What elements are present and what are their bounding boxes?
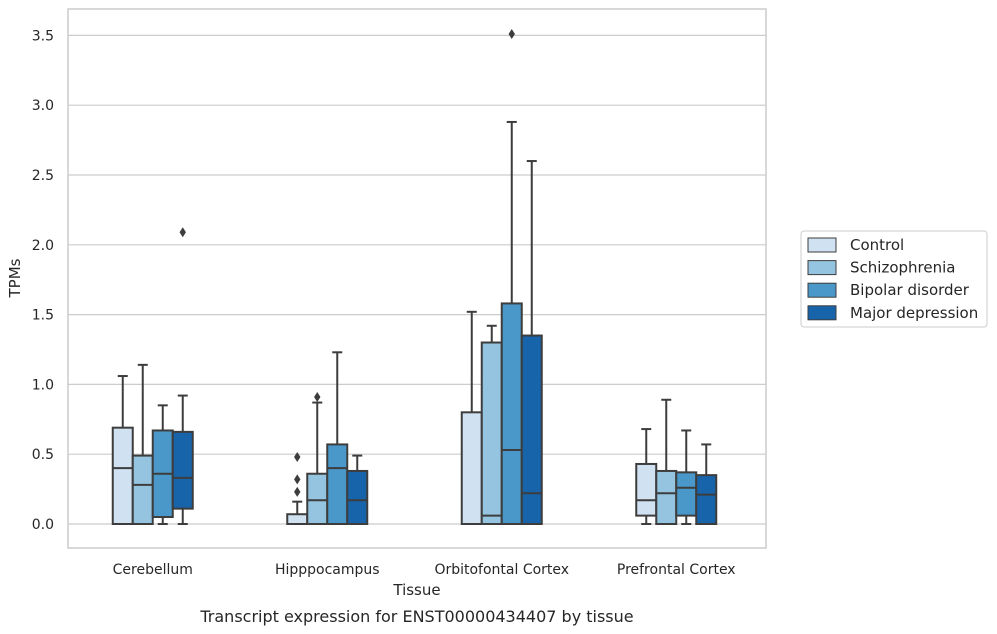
legend-swatch (807, 237, 837, 253)
x-axis-ticks: Cerebellum Hipppocampus Orbitofontal Corte… (113, 562, 736, 578)
y-tick-label: 0.0 (32, 517, 54, 533)
y-tick-label: 3.0 (32, 98, 54, 114)
box-major-depression (171, 430, 194, 510)
box-schizophrenia (306, 472, 329, 525)
box-group (286, 351, 369, 526)
box-control (460, 411, 483, 526)
box-schizophrenia (655, 469, 678, 525)
box-control (635, 462, 658, 517)
plot-area-frame (67, 8, 767, 549)
legend-frame (800, 230, 988, 328)
legend-swatch (807, 305, 837, 321)
box-schizophrenia (480, 341, 503, 525)
legend-label: Control (850, 236, 904, 254)
legend-label: Bipolar disorder (850, 281, 970, 299)
box-groups (111, 29, 718, 526)
x-tick-label: Cerebellum (113, 562, 193, 578)
y-tick-label: 2.5 (32, 168, 54, 184)
legend-label: Schizophrenia (850, 259, 955, 277)
box-schizophrenia (131, 454, 154, 526)
y-tick-label: 3.5 (32, 28, 54, 44)
outlier-point (314, 391, 321, 402)
x-axis-label: Tissue (392, 581, 440, 599)
y-tick-label: 0.5 (32, 447, 54, 463)
legend-swatch (807, 260, 837, 276)
box-group (111, 227, 194, 526)
y-axis-ticks: 0.0 0.5 1.0 1.5 2.0 2.5 3.0 3.5 (32, 28, 54, 533)
x-tick-label: Hipppocampus (275, 562, 380, 578)
box-major-depression (520, 334, 543, 526)
legend: Control Schizophrenia Bipolar disorder Majo… (800, 230, 988, 328)
outlier-point (179, 227, 186, 238)
legend-swatch (807, 282, 837, 298)
box-group (635, 398, 718, 526)
x-tick-label: Orbitofontal Cortex (434, 562, 569, 578)
box-bipolar-disorder (326, 443, 349, 526)
box-major-depression (695, 474, 718, 526)
chart-caption: Transcript expression for ENST0000043440… (199, 607, 633, 626)
x-tick-label: Prefrontal Cortex (617, 562, 736, 578)
outlier-point (294, 451, 301, 462)
box-group (460, 29, 543, 526)
outlier-point (294, 486, 301, 497)
box-control (111, 426, 134, 525)
legend-label: Major depression (850, 304, 978, 322)
y-tick-label: 1.0 (32, 377, 54, 393)
y-tick-label: 2.0 (32, 238, 54, 254)
outlier-point (508, 29, 515, 40)
box-control (286, 513, 309, 526)
y-axis-label: TPMs (6, 258, 24, 298)
box-bipolar-disorder (500, 302, 523, 525)
box-major-depression (346, 469, 369, 525)
box-bipolar-disorder (675, 471, 698, 517)
outlier-point (294, 474, 301, 485)
y-tick-label: 1.5 (32, 308, 54, 324)
